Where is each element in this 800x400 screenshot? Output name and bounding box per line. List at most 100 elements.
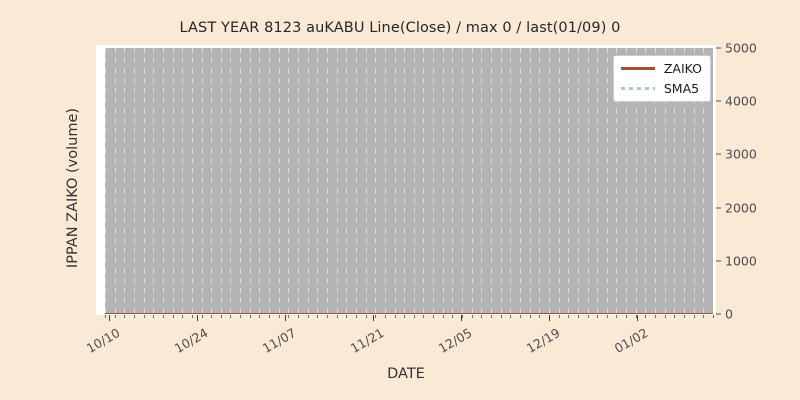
x-axis-minor-tick (558, 315, 560, 318)
series-line-zaiko (105, 313, 713, 314)
x-axis-minor-tick (201, 315, 203, 318)
x-axis-minor-tick (288, 315, 290, 318)
x-axis-minor-tick (587, 315, 589, 318)
gridline-vertical (462, 48, 464, 314)
x-tick-label: 01/02 (611, 325, 651, 357)
x-axis-minor-tick (703, 315, 705, 318)
gridline-vertical (133, 48, 135, 314)
gridline-vertical (153, 48, 155, 314)
gridline-vertical (326, 48, 328, 314)
x-axis-minor-tick (635, 315, 637, 318)
x-axis-minor-tick (172, 315, 174, 318)
gridline-vertical (500, 48, 502, 314)
x-axis-minor-tick (298, 315, 300, 318)
chart-legend[interactable]: ZAIKO SMA5 (612, 55, 711, 102)
chart-title: LAST YEAR 8123 auKABU Line(Close) / max … (179, 20, 621, 36)
x-axis-minor-tick (471, 315, 473, 318)
gridline-vertical (568, 48, 570, 314)
legend-swatch-sma5-icon (620, 87, 655, 90)
y-axis-tick: 1000 (716, 253, 757, 268)
x-axis-minor-tick (413, 315, 415, 318)
gridline-vertical (365, 48, 367, 314)
gridline-vertical (355, 48, 357, 314)
legend-label-sma5: SMA5 (663, 81, 700, 96)
y-axis-tick: 5000 (716, 41, 757, 56)
legend-item-sma5[interactable]: SMA5 (620, 81, 702, 96)
gridline-vertical (307, 48, 309, 314)
x-axis-minor-tick (442, 315, 444, 318)
y-tick-mark (716, 47, 721, 49)
x-axis-minor-tick (114, 315, 116, 318)
gridline-vertical (269, 48, 271, 314)
x-axis-minor-tick (317, 315, 319, 318)
x-axis-minor-tick (191, 315, 193, 318)
x-axis-minor-tick (143, 315, 145, 318)
x-axis-minor-tick (278, 315, 280, 318)
gridline-vertical (548, 48, 550, 314)
x-axis-minor-tick (153, 315, 155, 318)
gridline-vertical (201, 48, 203, 314)
gridline-vertical (529, 48, 531, 314)
gridline-vertical (172, 48, 174, 314)
gridline-vertical (162, 48, 164, 314)
gridline-vertical (278, 48, 280, 314)
gridline-vertical (124, 48, 126, 314)
gridline-vertical (404, 48, 406, 314)
gridline-vertical (211, 48, 213, 314)
gridline-vertical (336, 48, 338, 314)
x-axis-minor-tick (568, 315, 570, 318)
x-axis-minor-tick (626, 315, 628, 318)
gridline-vertical (317, 48, 319, 314)
x-axis-minor-tick (394, 315, 396, 318)
y-axis-tick: 0 (716, 307, 733, 322)
x-axis-minor-tick (500, 315, 502, 318)
x-axis-minor-tick (684, 315, 686, 318)
gridline-vertical (481, 48, 483, 314)
x-axis-minor-tick (105, 315, 106, 318)
x-axis-minor-tick (674, 315, 676, 318)
y-axis-tick: 3000 (716, 147, 757, 162)
x-tick-label: 10/24 (171, 325, 211, 357)
gridline-vertical (452, 48, 454, 314)
y-tick-label: 2000 (725, 200, 757, 216)
gridline-vertical (597, 48, 599, 314)
x-axis-minor-tick (481, 315, 483, 318)
legend-swatch-zaiko-icon (620, 67, 655, 70)
gridline-vertical (510, 48, 512, 314)
x-axis-minor-tick (220, 315, 222, 318)
x-axis-minor-tick (182, 315, 184, 318)
x-axis-major-tick (461, 315, 462, 321)
x-axis-minor-tick (162, 315, 164, 318)
x-axis-minor-tick (365, 315, 367, 318)
x-axis: 10/10 10/24 11/07 11/21 12/05 12/19 01/02 (84, 315, 716, 375)
gridline-vertical (220, 48, 222, 314)
gridline-vertical (240, 48, 242, 314)
x-axis-minor-tick (577, 315, 579, 318)
gridline-vertical (143, 48, 145, 314)
plot-area: ZAIKO SMA5 (105, 48, 713, 314)
y-tick-mark (716, 313, 721, 315)
legend-label-zaiko: ZAIKO (663, 61, 702, 76)
x-tick-label: 12/19 (523, 325, 563, 357)
x-axis-minor-tick (249, 315, 251, 318)
y-tick-mark (716, 100, 721, 102)
legend-item-zaiko[interactable]: ZAIKO (620, 61, 702, 76)
gridline-vertical (491, 48, 493, 314)
x-tick-label: 11/21 (347, 325, 387, 357)
x-axis-minor-tick (529, 315, 531, 318)
x-axis-minor-tick (211, 315, 213, 318)
gridline-vertical (191, 48, 193, 314)
plot-frame: ZAIKO SMA5 (96, 45, 716, 315)
x-axis-minor-tick (664, 315, 666, 318)
gridline-vertical (519, 48, 521, 314)
x-axis-minor-tick (597, 315, 599, 318)
x-axis-major-tick (285, 315, 286, 321)
x-axis-minor-tick (259, 315, 261, 318)
x-tick-label: 12/05 (435, 325, 475, 357)
x-axis-minor-tick (510, 315, 512, 318)
gridline-vertical (384, 48, 386, 314)
x-axis-minor-tick (693, 315, 695, 318)
y-axis-title: IPPAN ZAIKO (volume) (65, 107, 81, 269)
gridline-vertical (433, 48, 435, 314)
